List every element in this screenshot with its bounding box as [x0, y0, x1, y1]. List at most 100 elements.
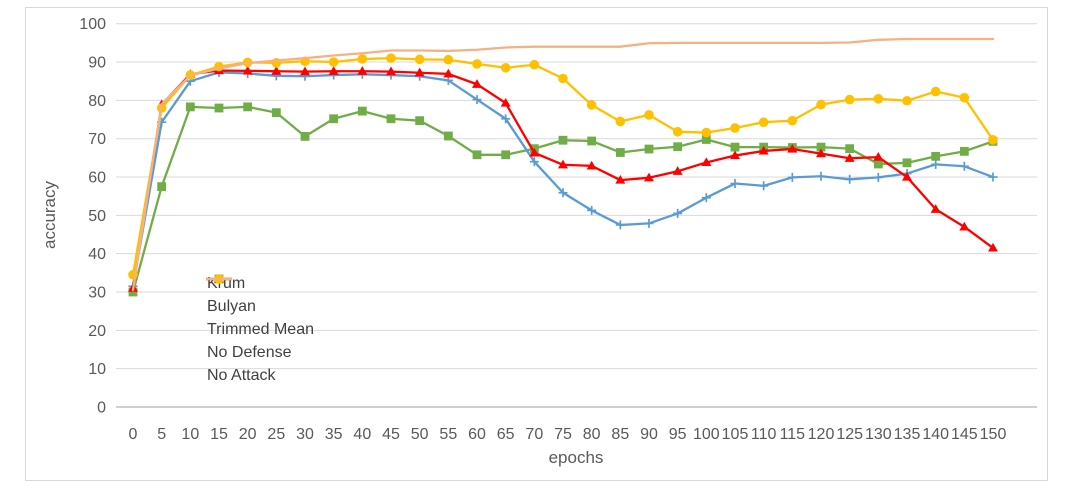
series-krum — [128, 102, 998, 297]
marker-square — [701, 135, 711, 144]
marker-triangle — [873, 151, 884, 161]
marker-triangle — [300, 66, 310, 76]
marker-circle — [472, 59, 482, 69]
x-tick-label: 125 — [836, 426, 863, 443]
marker-circle — [701, 127, 712, 138]
legend-label: No Attack — [207, 366, 276, 384]
marker-circle — [414, 54, 425, 65]
marker-triangle — [500, 97, 511, 107]
y-axis-title: accuracy — [40, 180, 59, 250]
marker-square — [587, 136, 597, 146]
marker-square — [730, 142, 740, 152]
marker-circle — [386, 53, 396, 63]
marker-circle — [500, 62, 511, 73]
x-tick-label: 20 — [239, 426, 257, 443]
x-tick-label: 15 — [210, 426, 228, 443]
x-tick-label: 150 — [980, 426, 1007, 443]
marker-triangle — [902, 171, 912, 181]
marker-triangle — [730, 150, 740, 160]
marker-triangle — [328, 66, 339, 75]
marker-triangle — [529, 147, 540, 157]
x-tick-label: 130 — [865, 426, 892, 443]
x-tick-label: 10 — [181, 426, 199, 443]
x-tick-label: 75 — [554, 426, 572, 443]
y-tick-label: 80 — [88, 93, 106, 110]
y-tick-label: 40 — [88, 246, 106, 263]
marker-circle — [844, 94, 855, 105]
x-tick-label: 95 — [669, 426, 687, 443]
marker-triangle — [586, 160, 597, 170]
x-tick-label: 80 — [583, 426, 601, 443]
marker-circle — [558, 73, 568, 84]
marker-circle — [357, 54, 368, 64]
marker-triangle — [787, 143, 798, 153]
marker-triangle — [816, 148, 826, 158]
marker-triangle — [472, 79, 482, 88]
legend-label: Trimmed Mean — [207, 320, 314, 338]
legend-marker-icon — [206, 277, 232, 281]
marker-triangle — [443, 68, 454, 78]
marker-square — [615, 148, 625, 157]
x-tick-label: 105 — [722, 426, 749, 443]
x-tick-label: 115 — [780, 426, 806, 443]
marker-square — [644, 144, 654, 154]
marker-triangle — [930, 204, 941, 213]
series-bulyan — [128, 67, 998, 291]
marker-square — [443, 131, 453, 141]
y-tick-label: 90 — [88, 55, 106, 72]
x-tick-label: 40 — [353, 426, 371, 443]
y-tick-label: 70 — [88, 131, 106, 148]
x-tick-label: 35 — [325, 426, 343, 443]
marker-triangle — [386, 66, 396, 76]
marker-square — [931, 151, 941, 161]
marker-circle — [873, 94, 884, 104]
marker-circle — [443, 54, 454, 65]
marker-triangle — [959, 221, 970, 231]
x-tick-label: 100 — [693, 426, 720, 443]
marker-triangle — [988, 242, 998, 252]
marker-circle — [787, 115, 798, 126]
marker-circle — [644, 110, 654, 120]
marker-circle — [959, 92, 970, 103]
x-tick-label: 45 — [382, 426, 400, 443]
x-tick-label: 140 — [922, 426, 949, 443]
x-tick-label: 70 — [525, 426, 543, 443]
marker-circle — [930, 86, 941, 97]
legend-item-trimmed-mean: Trimmed Mean — [205, 273, 314, 341]
legend-item-no-defense: No Defense — [205, 274, 314, 364]
marker-triangle — [758, 145, 769, 155]
marker-square — [845, 144, 855, 154]
y-tick-label: 10 — [88, 361, 106, 378]
x-tick-label: 85 — [611, 426, 629, 443]
y-tick-label: 60 — [88, 170, 106, 187]
marker-square — [386, 114, 396, 124]
x-tick-label: 55 — [439, 426, 457, 443]
marker-triangle — [615, 174, 626, 184]
x-tick-label: 30 — [296, 426, 314, 443]
marker-square — [558, 135, 568, 145]
marker-square — [501, 150, 511, 160]
legend-label: No Defense — [207, 343, 292, 361]
marker-square — [243, 102, 253, 112]
marker-triangle — [357, 66, 368, 75]
marker-triangle — [414, 67, 425, 77]
marker-circle — [672, 126, 683, 137]
series-line — [131, 105, 995, 294]
marker-square — [329, 114, 339, 124]
marker-triangle — [644, 172, 654, 182]
marker-circle — [816, 99, 826, 110]
x-tick-label: 25 — [267, 426, 285, 443]
marker-square — [357, 106, 367, 116]
x-tick-label: 5 — [157, 426, 166, 443]
marker-square — [959, 146, 969, 156]
y-tick-labels: 0 10 20 30 40 50 60 70 80 90 100 — [79, 16, 106, 416]
y-tick-label: 50 — [88, 208, 106, 225]
marker-circle — [586, 100, 597, 110]
x-tick-label: 135 — [894, 426, 921, 443]
marker-circle — [730, 123, 740, 133]
marker-triangle — [672, 166, 683, 175]
marker-circle — [615, 116, 626, 127]
legend-item-no-attack: No Attack — [205, 277, 314, 387]
